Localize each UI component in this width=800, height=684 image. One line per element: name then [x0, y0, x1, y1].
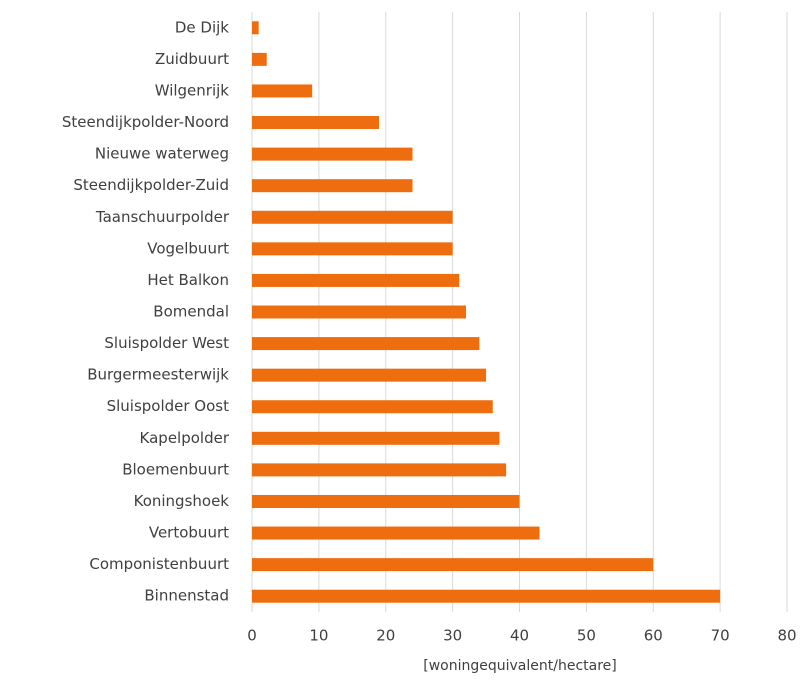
y-tick-label: Het Balkon	[147, 271, 229, 289]
y-tick-label: Zuidbuurt	[155, 50, 229, 68]
y-tick-label: Vertobuurt	[149, 524, 229, 542]
x-tick-label: 70	[711, 627, 730, 645]
y-tick-label: Bomendal	[153, 303, 229, 321]
bar	[252, 21, 259, 35]
x-tick-label: 0	[247, 627, 257, 645]
y-tick-label: Vogelbuurt	[147, 239, 229, 257]
y-tick-label: Sluispolder West	[104, 334, 229, 352]
y-tick-label: Bloemenbuurt	[122, 460, 229, 478]
y-tick-label: Steendijkpolder-Zuid	[73, 176, 229, 194]
x-tick-label: 40	[510, 627, 529, 645]
x-tick-label: 30	[443, 627, 462, 645]
bar	[252, 368, 487, 382]
x-tick-label: 10	[309, 627, 328, 645]
y-tick-label: Sluispolder Oost	[107, 397, 230, 415]
bar	[252, 494, 520, 508]
bar	[252, 242, 453, 256]
bar	[252, 116, 380, 130]
y-tick-label: Wilgenrijk	[155, 81, 230, 99]
y-tick-label: Burgermeesterwijk	[87, 366, 229, 384]
bar	[252, 147, 413, 161]
bar	[252, 305, 466, 319]
bar	[252, 558, 654, 572]
bar	[252, 431, 500, 445]
bar	[252, 179, 413, 193]
x-tick-label: 50	[577, 627, 596, 645]
bar	[252, 273, 460, 287]
y-tick-label: Taanschuurpolder	[95, 208, 230, 226]
y-tick-label: Koningshoek	[134, 492, 230, 510]
bar	[252, 84, 313, 98]
bar	[252, 589, 721, 603]
y-tick-label: Componistenbuurt	[89, 555, 229, 573]
x-tick-label: 60	[644, 627, 663, 645]
y-tick-label: Steendijkpolder-Noord	[62, 113, 229, 131]
x-tick-label: 80	[777, 627, 796, 645]
bar	[252, 210, 453, 224]
bar	[252, 52, 267, 66]
y-tick-label: Kapelpolder	[140, 429, 230, 447]
bar	[252, 400, 493, 414]
y-tick-label: De Dijk	[175, 18, 229, 36]
bar	[252, 337, 480, 351]
y-tick-label: Nieuwe waterweg	[95, 145, 229, 163]
bar	[252, 526, 540, 540]
y-tick-label: Binnenstad	[144, 587, 229, 605]
x-axis-label: [woningequivalent/hectare]	[423, 658, 616, 674]
bar	[252, 463, 507, 477]
x-tick-label: 20	[376, 627, 395, 645]
